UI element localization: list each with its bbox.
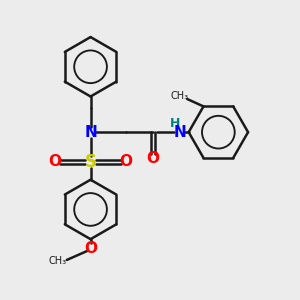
- Text: O: O: [146, 152, 160, 166]
- Text: S: S: [85, 153, 97, 171]
- Text: O: O: [48, 154, 62, 169]
- Text: O: O: [120, 154, 133, 169]
- Text: N: N: [173, 125, 186, 140]
- Text: CH₃: CH₃: [49, 256, 67, 266]
- Text: N: N: [84, 125, 97, 140]
- Text: H: H: [170, 117, 181, 130]
- Text: O: O: [84, 241, 97, 256]
- Text: CH₃: CH₃: [171, 91, 189, 101]
